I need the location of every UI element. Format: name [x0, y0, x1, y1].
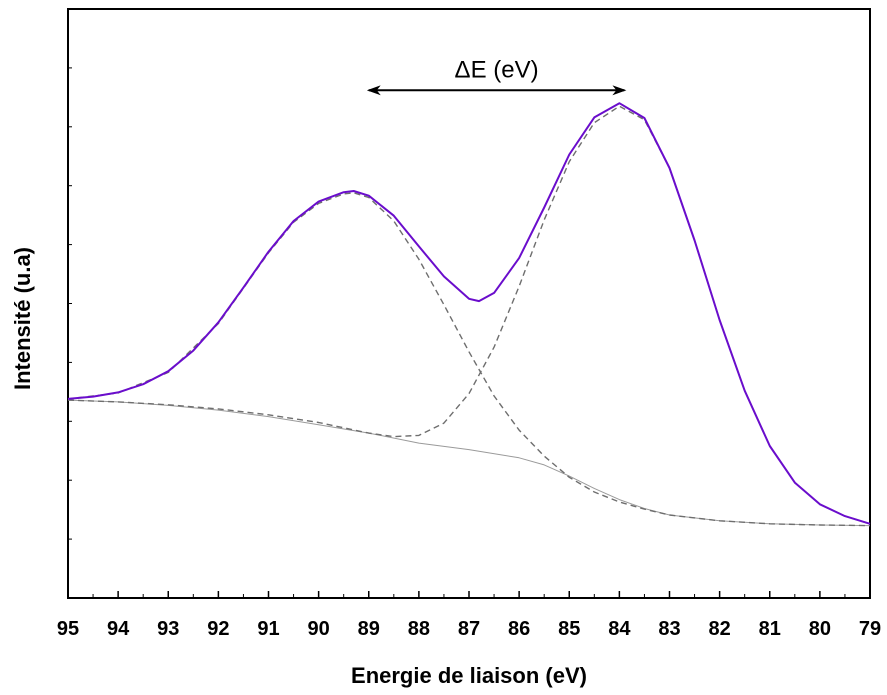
x-axis: 95 94 93 92 91 90 89 88 87 86 85 84 83 82 81 80 79 — [57, 591, 881, 640]
x-tick-label: 79 — [859, 618, 881, 640]
series-layer — [67, 102, 871, 527]
series-line-1 — [67, 192, 871, 527]
x-tick-label: 88 — [408, 618, 430, 640]
y-axis — [68, 8, 72, 540]
x-tick-label: 89 — [358, 618, 380, 640]
y-axis-title: Intensité (u.a) — [10, 247, 35, 390]
x-tick-label: 81 — [759, 618, 781, 640]
x-tick-label: 91 — [257, 618, 279, 640]
x-tick-label: 93 — [157, 618, 179, 640]
annotation: ΔE (eV) — [366, 56, 627, 96]
x-tick-label: 80 — [809, 618, 831, 640]
x-tick-label: 86 — [508, 618, 530, 640]
x-tick-label: 90 — [308, 618, 330, 640]
plot-frame — [67, 8, 871, 599]
x-tick-label: 94 — [107, 618, 130, 640]
delta-e-label: ΔE (eV) — [455, 56, 539, 83]
x-tick-label: 84 — [608, 618, 631, 640]
x-tick-label: 87 — [458, 618, 480, 640]
x-tick-label: 83 — [658, 618, 680, 640]
x-tick-label: 92 — [207, 618, 229, 640]
x-tick-label: 95 — [57, 618, 79, 640]
x-axis-title: Energie de liaison (eV) — [351, 663, 587, 688]
series-line-0 — [67, 102, 871, 525]
x-tick-label: 82 — [709, 618, 731, 640]
series-line-2 — [67, 105, 871, 525]
x-tick-label: 85 — [558, 618, 580, 640]
series-line-3 — [67, 399, 871, 527]
